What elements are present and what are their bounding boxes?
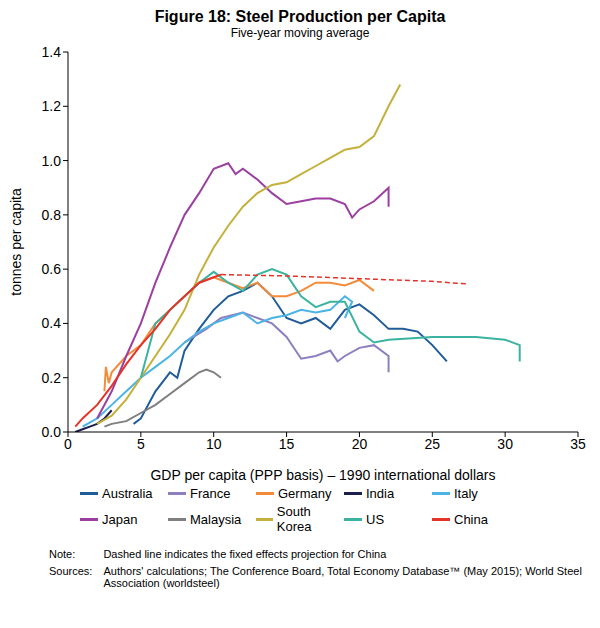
svg-text:5: 5 [137,436,145,452]
svg-text:0.6: 0.6 [42,261,62,277]
svg-text:0: 0 [64,436,72,452]
svg-text:GDP per capita (PPP basis) – 1: GDP per capita (PPP basis) – 1990 intern… [150,467,495,483]
svg-text:35: 35 [570,436,586,452]
html-text:US: US [366,511,385,527]
svg-text:20: 20 [352,436,368,452]
html-text:Australia: Australia [102,486,153,501]
svg-text:tonnes per capita: tonnes per capita [8,188,24,296]
html-text:Germany: Germany [278,486,332,501]
svg-text:0.2: 0.2 [42,370,62,386]
html-text:France: France [190,486,231,501]
html-text:South Korea: South Korea [276,504,312,534]
svg-text:1.4: 1.4 [42,44,62,60]
svg-text:0.8: 0.8 [42,207,62,223]
html-text:Note:: Note: [49,548,76,560]
html-text:India: India [366,486,395,501]
html-text:Italy: Italy [454,486,478,501]
html-text:China: China [454,511,488,527]
html-text:Japan: Japan [102,511,138,527]
svg-text:1.2: 1.2 [42,98,62,114]
svg-text:25: 25 [424,436,440,452]
svg-text:15: 15 [279,436,295,452]
svg-text:10: 10 [206,436,222,452]
svg-text:0.0: 0.0 [42,424,62,440]
html-text:Five-year moving average: Five-year moving average [230,26,370,40]
html-text:Figure 18: Steel Production pe: Figure 18: Steel Production per Capita [154,8,446,25]
html-text:Dashed line indicates the fixe: Dashed line indicates the fixed effects … [103,548,387,560]
svg-text:0.4: 0.4 [42,315,62,331]
svg-text:30: 30 [497,436,513,452]
html-text:Authors' calculations; The Con: Authors' calculations; The Conference Bo… [103,565,582,589]
svg-text:1.0: 1.0 [42,153,62,169]
html-text:Malaysia: Malaysia [190,511,242,527]
html-text:Sources:: Sources: [49,565,93,577]
